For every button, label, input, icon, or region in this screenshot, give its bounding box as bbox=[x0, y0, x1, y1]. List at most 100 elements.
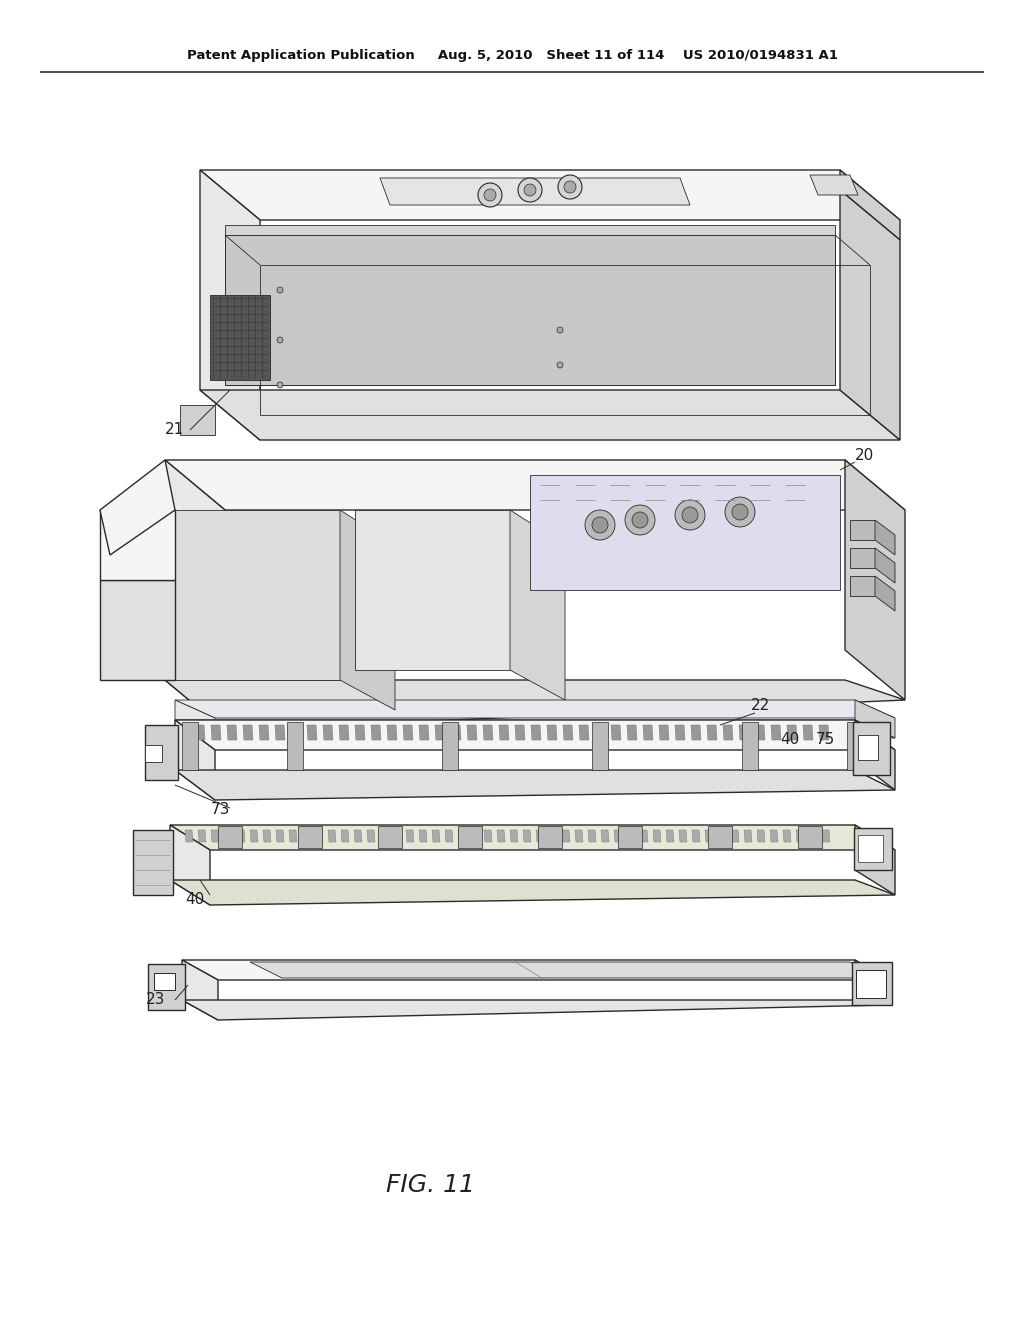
Polygon shape bbox=[182, 722, 198, 770]
Polygon shape bbox=[182, 1001, 888, 1020]
Polygon shape bbox=[154, 973, 175, 990]
Circle shape bbox=[524, 183, 536, 195]
Polygon shape bbox=[100, 579, 175, 680]
Polygon shape bbox=[227, 725, 237, 741]
Polygon shape bbox=[771, 725, 781, 741]
Circle shape bbox=[632, 512, 648, 528]
Polygon shape bbox=[198, 830, 206, 842]
Polygon shape bbox=[643, 725, 653, 741]
Circle shape bbox=[557, 362, 563, 368]
Polygon shape bbox=[601, 830, 609, 842]
Text: 40: 40 bbox=[185, 892, 205, 908]
Polygon shape bbox=[165, 459, 225, 730]
Polygon shape bbox=[640, 830, 648, 842]
Polygon shape bbox=[225, 235, 835, 385]
Polygon shape bbox=[484, 830, 492, 842]
Polygon shape bbox=[182, 960, 218, 1020]
Polygon shape bbox=[840, 190, 900, 440]
Polygon shape bbox=[595, 725, 605, 741]
Polygon shape bbox=[679, 830, 687, 842]
Polygon shape bbox=[731, 830, 739, 842]
Polygon shape bbox=[340, 510, 395, 710]
Polygon shape bbox=[536, 830, 544, 842]
Polygon shape bbox=[371, 725, 381, 741]
Polygon shape bbox=[840, 170, 900, 240]
Polygon shape bbox=[225, 224, 835, 235]
Text: Patent Application Publication     Aug. 5, 2010   Sheet 11 of 114    US 2010/019: Patent Application Publication Aug. 5, 2… bbox=[186, 49, 838, 62]
Circle shape bbox=[557, 327, 563, 333]
Polygon shape bbox=[787, 725, 797, 741]
Polygon shape bbox=[819, 725, 829, 741]
Polygon shape bbox=[705, 830, 713, 842]
Polygon shape bbox=[515, 725, 525, 741]
Circle shape bbox=[592, 517, 608, 533]
Polygon shape bbox=[798, 826, 822, 847]
Polygon shape bbox=[858, 836, 883, 862]
Text: 75: 75 bbox=[815, 733, 835, 747]
Circle shape bbox=[725, 498, 755, 527]
Polygon shape bbox=[692, 830, 700, 842]
Polygon shape bbox=[809, 830, 817, 842]
Circle shape bbox=[484, 189, 496, 201]
Polygon shape bbox=[855, 700, 895, 738]
Polygon shape bbox=[432, 830, 440, 842]
Polygon shape bbox=[708, 826, 732, 847]
Polygon shape bbox=[406, 830, 414, 842]
Polygon shape bbox=[259, 725, 269, 741]
Polygon shape bbox=[250, 962, 882, 978]
Polygon shape bbox=[458, 830, 466, 842]
Polygon shape bbox=[148, 964, 185, 1010]
Polygon shape bbox=[175, 770, 895, 800]
Polygon shape bbox=[718, 830, 726, 842]
Polygon shape bbox=[707, 725, 717, 741]
Polygon shape bbox=[547, 725, 557, 741]
Polygon shape bbox=[275, 725, 285, 741]
Polygon shape bbox=[874, 520, 895, 554]
Polygon shape bbox=[530, 475, 840, 590]
Polygon shape bbox=[445, 830, 453, 842]
Polygon shape bbox=[170, 880, 895, 906]
Polygon shape bbox=[175, 700, 895, 718]
Polygon shape bbox=[538, 826, 562, 847]
Polygon shape bbox=[211, 830, 219, 842]
Polygon shape bbox=[435, 725, 445, 741]
Circle shape bbox=[732, 504, 748, 520]
Polygon shape bbox=[380, 178, 690, 205]
Polygon shape bbox=[510, 510, 565, 700]
Polygon shape bbox=[458, 826, 482, 847]
Polygon shape bbox=[291, 725, 301, 741]
Polygon shape bbox=[796, 830, 804, 842]
Polygon shape bbox=[755, 725, 765, 741]
Polygon shape bbox=[355, 725, 365, 741]
Polygon shape bbox=[243, 725, 253, 741]
Circle shape bbox=[278, 286, 283, 293]
Polygon shape bbox=[856, 970, 886, 998]
Text: FIG. 11: FIG. 11 bbox=[386, 1173, 474, 1197]
Polygon shape bbox=[165, 459, 905, 510]
Polygon shape bbox=[367, 830, 375, 842]
Polygon shape bbox=[170, 825, 895, 850]
Polygon shape bbox=[723, 725, 733, 741]
Polygon shape bbox=[675, 725, 685, 741]
Polygon shape bbox=[483, 725, 493, 741]
Circle shape bbox=[478, 183, 502, 207]
Polygon shape bbox=[855, 825, 895, 895]
Polygon shape bbox=[210, 294, 270, 380]
Polygon shape bbox=[666, 830, 674, 842]
Polygon shape bbox=[691, 725, 701, 741]
Polygon shape bbox=[145, 725, 178, 780]
Polygon shape bbox=[850, 576, 874, 597]
Polygon shape bbox=[783, 830, 791, 842]
Polygon shape bbox=[200, 170, 900, 220]
Polygon shape bbox=[854, 828, 892, 870]
Polygon shape bbox=[250, 830, 258, 842]
Circle shape bbox=[278, 337, 283, 343]
Polygon shape bbox=[302, 830, 310, 842]
Polygon shape bbox=[874, 548, 895, 583]
Polygon shape bbox=[523, 830, 531, 842]
Polygon shape bbox=[355, 510, 510, 671]
Polygon shape bbox=[451, 725, 461, 741]
Polygon shape bbox=[742, 722, 758, 770]
Polygon shape bbox=[845, 459, 905, 700]
Polygon shape bbox=[531, 725, 541, 741]
